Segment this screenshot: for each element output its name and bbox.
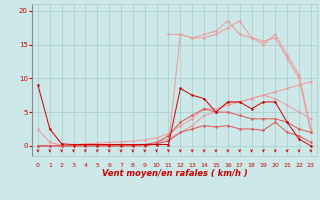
- X-axis label: Vent moyen/en rafales ( km/h ): Vent moyen/en rafales ( km/h ): [101, 169, 247, 178]
